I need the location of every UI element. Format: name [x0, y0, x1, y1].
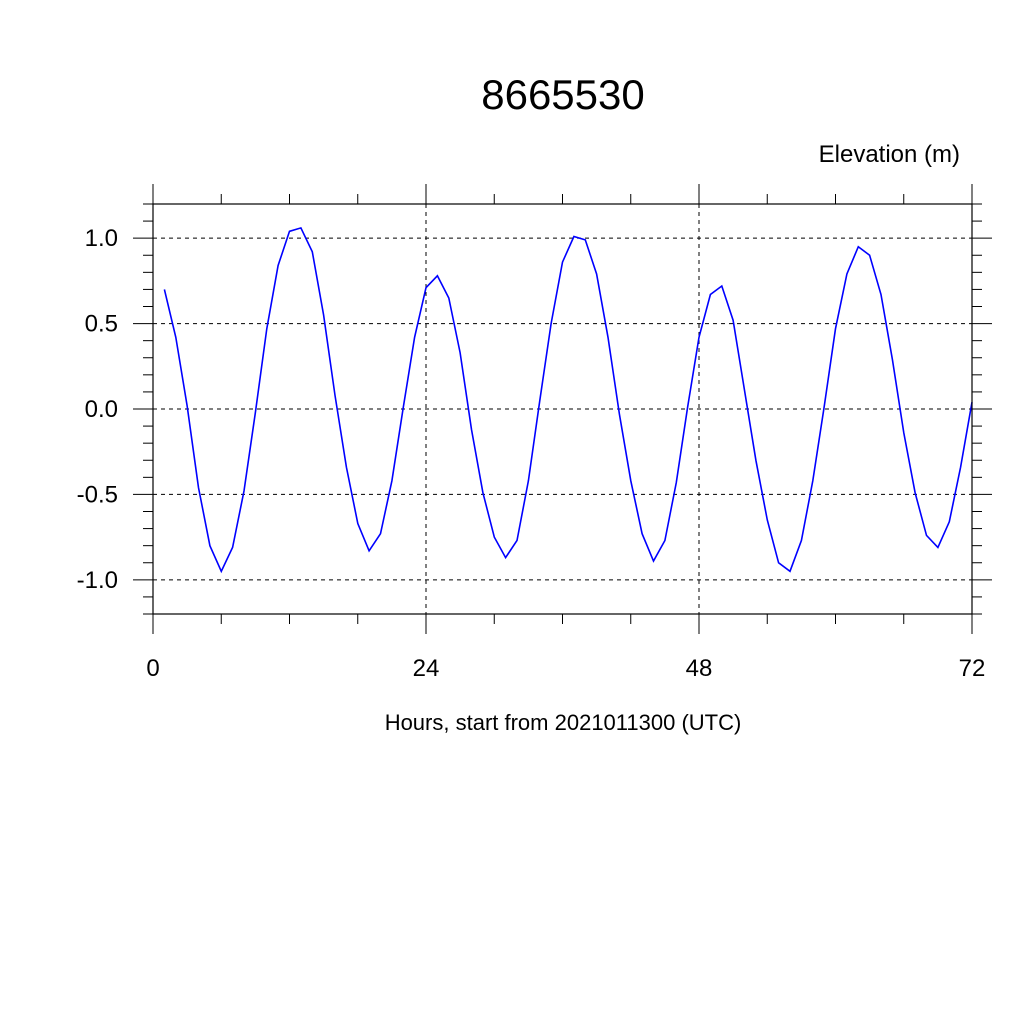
- y-tick-label: 0.0: [85, 396, 118, 423]
- x-tick-label: 0: [146, 655, 159, 682]
- y-tick-label: 0.5: [85, 311, 118, 338]
- x-tick-label: 72: [959, 655, 986, 682]
- x-tick-label: 24: [413, 655, 440, 682]
- y-tick-label: 1.0: [85, 225, 118, 252]
- x-axis-label: Hours, start from 2021011300 (UTC): [385, 710, 742, 735]
- ticks: [133, 184, 992, 634]
- y-tick-label: -1.0: [77, 567, 118, 594]
- grid: [153, 204, 972, 614]
- tick-labels: 0 24 48 72 -1.0 -0.5 0.0 0.5 1.0: [77, 225, 986, 682]
- y-tick-label: -0.5: [77, 481, 118, 508]
- plot-frame: [152, 203, 973, 615]
- series-line: [163, 226, 973, 574]
- chart-title: 8665530: [481, 71, 645, 118]
- x-tick-label: 48: [686, 655, 713, 682]
- chart-subtitle: Elevation (m): [819, 141, 960, 168]
